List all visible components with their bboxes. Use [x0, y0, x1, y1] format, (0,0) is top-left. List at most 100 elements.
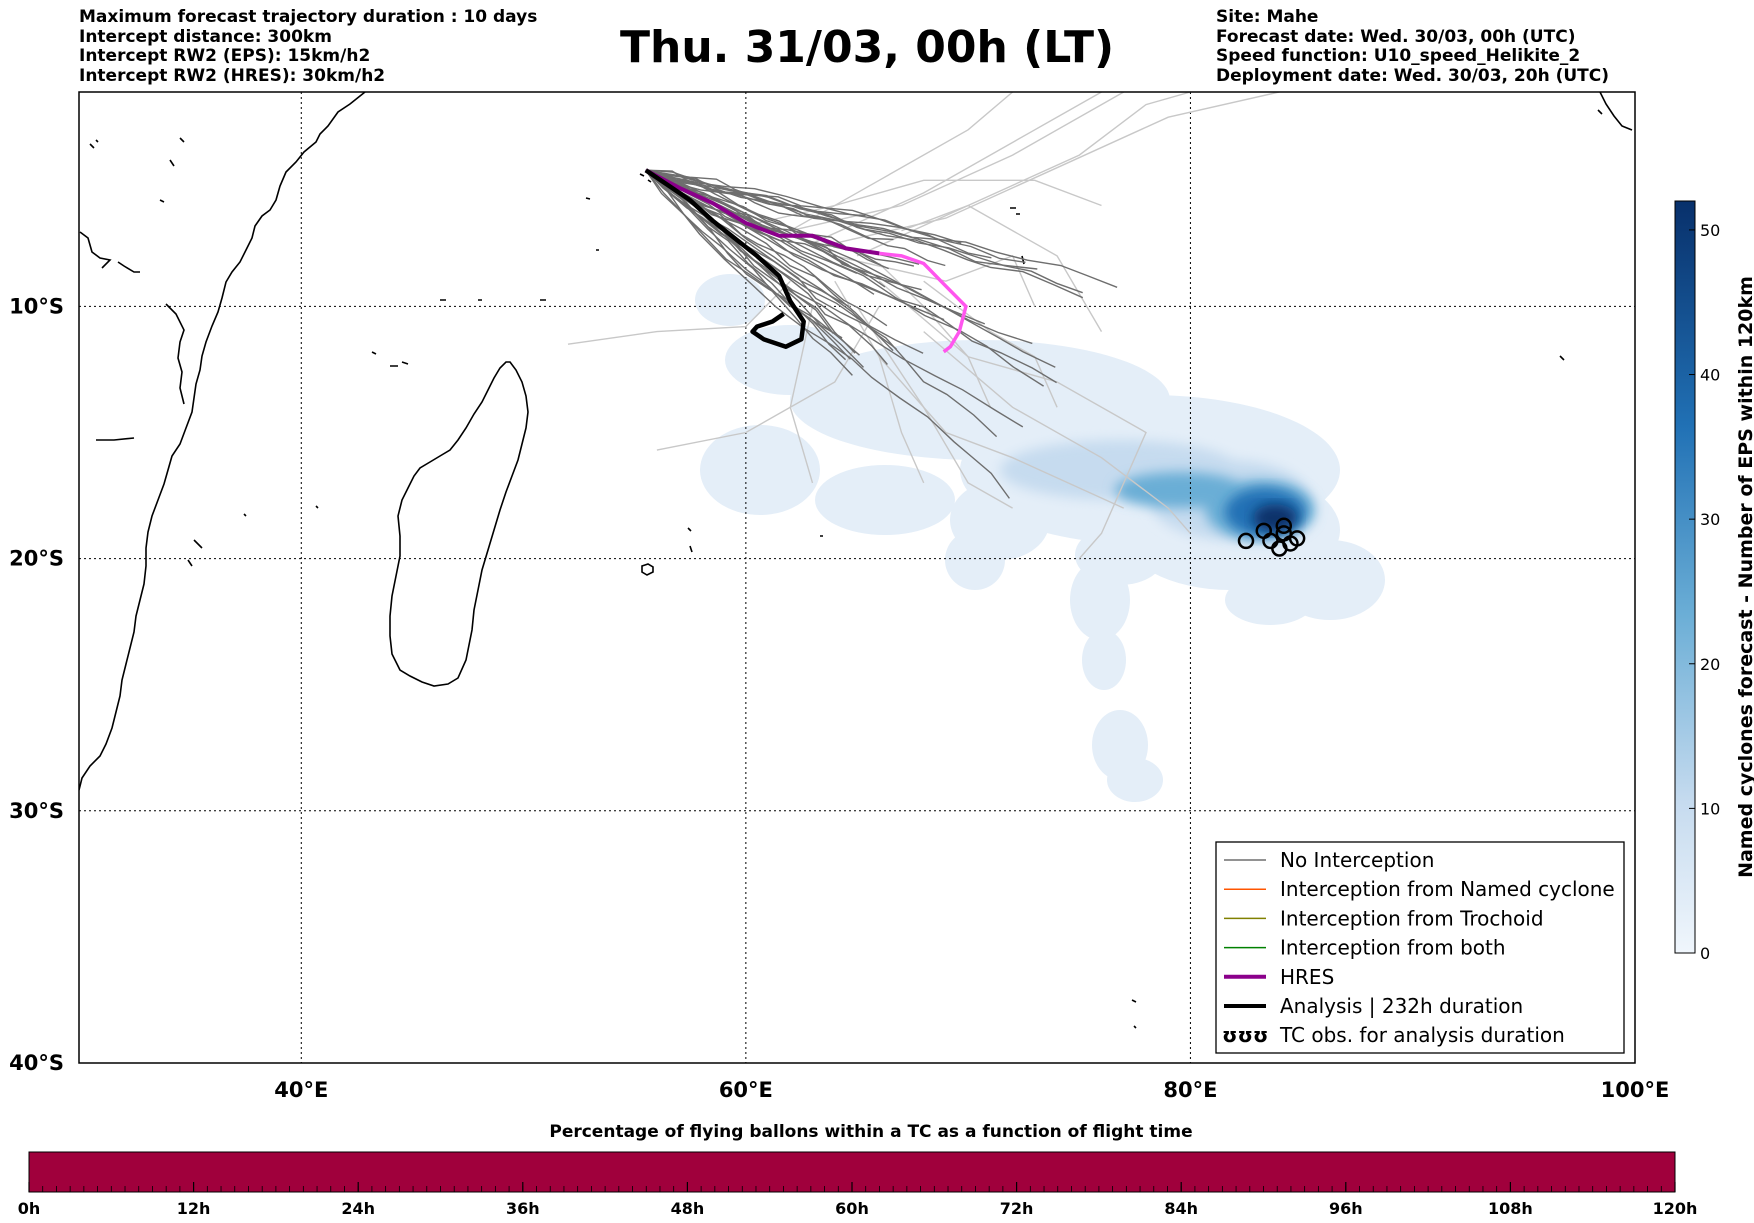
colorbar-tick-label: 0 [1700, 944, 1710, 963]
flight-time-tick-label: 48h [671, 1199, 705, 1218]
longitude-label: 60°E [719, 1078, 773, 1102]
tc-observations [1237, 517, 1306, 557]
hres-track-tail [879, 251, 968, 354]
colorbar-tick-label: 10 [1700, 799, 1720, 818]
flight-time-tick-label: 96h [1329, 1199, 1363, 1218]
ensemble-track [645, 169, 853, 376]
latitude-label: 10°S [9, 294, 64, 318]
legend-label: No Interception [1280, 848, 1434, 872]
ensemble-track [645, 169, 915, 267]
flight-time-bar-title: Percentage of flying ballons within a TC… [549, 1122, 1192, 1142]
ensemble-track-faint [834, 255, 1036, 307]
ensemble-track [645, 169, 1084, 299]
ensemble-track-faint [923, 280, 1058, 408]
flight-time-tick-label: 108h [1488, 1199, 1533, 1218]
ensemble-track [645, 169, 998, 438]
header-left-line: Intercept distance: 300km [79, 26, 332, 47]
ensemble-track-faint [901, 204, 1103, 332]
analysis-track [644, 168, 806, 349]
flight-time-tick-label: 24h [341, 1199, 375, 1218]
flight-time-tick-label: 84h [1164, 1199, 1198, 1218]
flight-time-tick-label: 12h [177, 1199, 211, 1218]
colorbar-tick-label: 40 [1700, 366, 1720, 385]
latitude-tick-labels: 10°S 20°S 30°S 40°S [9, 294, 64, 1075]
seychelles-islands [371, 173, 652, 367]
legend-label: Interception from Trochoid [1280, 906, 1544, 930]
header-left-line: Intercept RW2 (EPS): 15km/h2 [79, 46, 371, 66]
ensemble-track [645, 169, 847, 361]
africa-coastline [79, 92, 366, 791]
ensemble-track [645, 169, 866, 217]
header-info-right: Site: Mahe Forecast date: Wed. 30/03, 00… [1216, 7, 1610, 86]
comoros-islands [96, 437, 823, 537]
legend-box [1215, 841, 1625, 1054]
madagascar-coastline [389, 361, 529, 687]
map-area [79, 92, 1635, 1063]
header-info-left: Maximum forecast trajectory duration : 1… [79, 7, 538, 86]
flight-time-tick-label: 120h [1653, 1199, 1698, 1218]
ensemble-track [645, 169, 1038, 270]
ensemble-track-faint [745, 179, 1102, 227]
longitude-label: 100°E [1601, 1078, 1670, 1102]
colorbar-tick-label: 50 [1700, 221, 1720, 240]
colorbar-tick-label: 30 [1700, 510, 1720, 529]
longitude-label: 40°E [274, 1078, 328, 1102]
header-right-line: Deployment date: Wed. 30/03, 20h (UTC) [1216, 65, 1610, 86]
colorbar-tick-label: 20 [1700, 655, 1720, 674]
ensemble-track [645, 169, 886, 288]
rodrigues-island [689, 545, 693, 553]
ensemble-track [645, 169, 962, 244]
latitude-label: 20°S [9, 547, 64, 571]
latitude-label: 30°S [9, 799, 64, 823]
ensemble-track-faint [789, 306, 814, 484]
legend-label: Interception from Named cyclone [1280, 877, 1615, 901]
flight-time-bar: Percentage of flying ballons within a TC… [18, 1122, 1698, 1218]
colorbar-label: Named cyclones forecast - Number of EPS … [1735, 276, 1754, 878]
coastlines [79, 92, 1633, 1029]
tc-obs-marker [1275, 517, 1293, 535]
flight-time-tick-label: 72h [1000, 1199, 1034, 1218]
cocos-islands [1559, 355, 1565, 361]
east-africa-small-islands [79, 137, 185, 273]
ensemble-track [645, 169, 851, 360]
ensemble-track-faint [878, 356, 1124, 509]
flight-time-tick-label: 36h [506, 1199, 540, 1218]
longitude-tick-labels: 40°E 60°E 80°E 100°E [274, 1078, 1669, 1102]
header-right-line: Speed function: U10_speed_Helikite_2 [1216, 46, 1581, 66]
latitude-label: 40°S [9, 1051, 64, 1075]
flight-time-tick-label: 60h [835, 1199, 869, 1218]
colorbar: 0 10 20 30 40 50 Named cyclones forecast - Nu… [1674, 200, 1754, 963]
ensemble-track-faint [856, 306, 1013, 509]
longitude-label: 80°E [1163, 1078, 1217, 1102]
southeast-asia-coast [1597, 92, 1633, 131]
mauritius-island [641, 563, 654, 576]
legend-label: Analysis | 232h duration [1280, 994, 1523, 1018]
ensemble-track-faint [812, 92, 1102, 244]
header-right-line: Site: Mahe [1216, 7, 1319, 27]
mozambique-channel-coast [165, 303, 203, 567]
legend-label: TC obs. for analysis duration [1279, 1023, 1565, 1047]
ensemble-track-faint [834, 92, 1280, 244]
flight-time-tick-label: 0h [18, 1199, 41, 1218]
ensemble-track-faint [856, 92, 1191, 257]
page-title: Thu. 31/03, 00h (LT) [620, 22, 1115, 73]
ensemble-track [645, 169, 945, 321]
tc-obs-marker [1237, 532, 1255, 550]
ensemble-track-faint [834, 280, 925, 484]
legend-label: Interception from both [1280, 936, 1506, 960]
kerguelen-islands [1131, 999, 1137, 1029]
ensemble-track [645, 169, 864, 368]
legend-obs-symbol: ʊʊʊ [1222, 1023, 1268, 1047]
map-frame [78, 91, 1636, 1064]
colorbar-gradient [1674, 200, 1696, 954]
header-right-line: Forecast date: Wed. 30/03, 00h (UTC) [1216, 26, 1576, 47]
tc-obs-marker [1288, 530, 1306, 547]
header-left-line: Maximum forecast trajectory duration : 1… [79, 7, 538, 27]
header-left-line: Intercept RW2 (HRES): 30km/h2 [79, 65, 386, 86]
legend: No Interception Interception from Named c… [1215, 841, 1625, 1054]
hres-track [644, 168, 880, 256]
legend-label: HRES [1280, 965, 1334, 989]
ensemble-track-faint [923, 331, 1191, 534]
ensemble-track-faint [567, 280, 791, 345]
